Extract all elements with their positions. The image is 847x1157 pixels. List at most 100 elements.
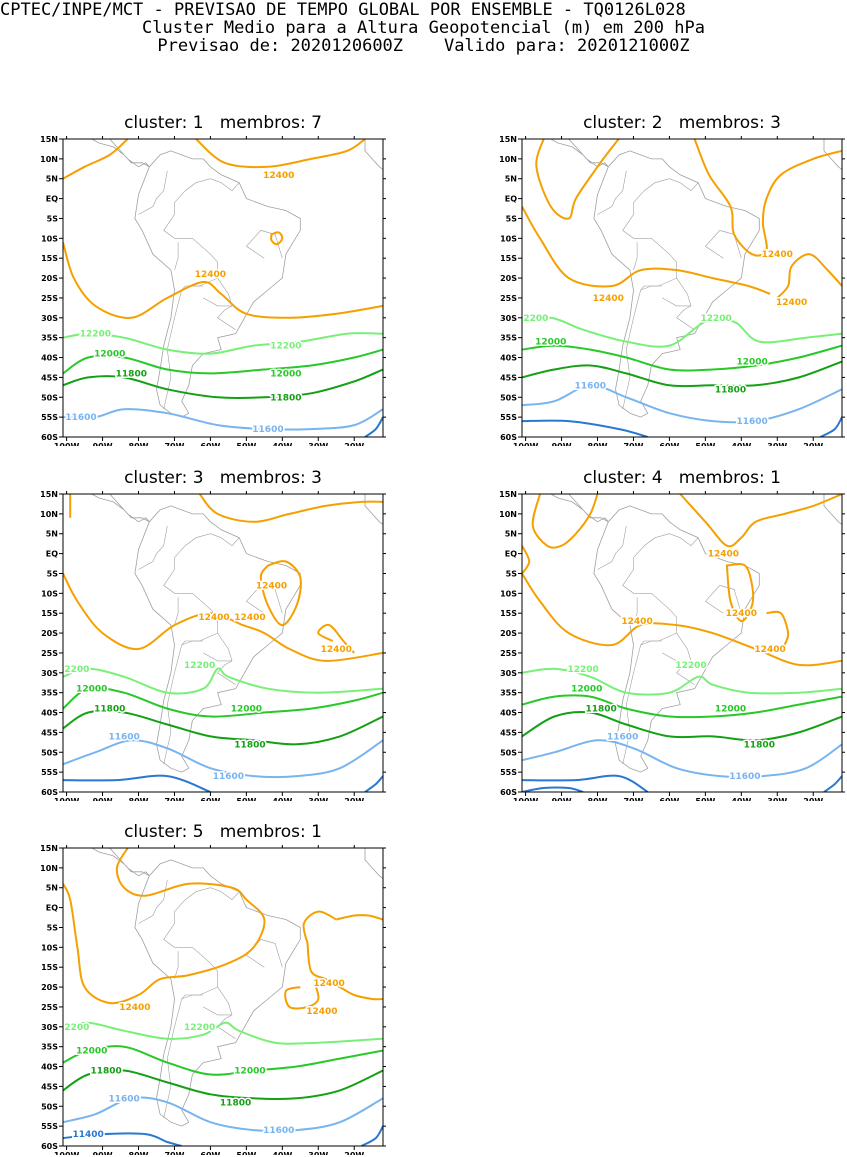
contour-label: 11600 — [736, 417, 767, 427]
contour-11400 — [522, 774, 649, 792]
country-border — [221, 182, 240, 192]
lon-tick-label: 80W — [129, 797, 149, 801]
contour-labels: 12400 12400 12400 12400 12200 12200 12000 12000… — [58, 580, 353, 784]
contour-11800 — [522, 360, 842, 388]
contour-label: 12200 — [675, 661, 706, 671]
contour-12200 — [63, 332, 383, 355]
country-border — [640, 640, 663, 646]
lat-tick-label: 10S — [41, 589, 58, 598]
lon-tick-label: 70W — [623, 797, 643, 801]
contour-11400 — [364, 775, 383, 792]
lat-tick-label: 30S — [500, 314, 517, 323]
country-border — [221, 537, 240, 547]
contour-label: 11800 — [585, 705, 616, 715]
contour-label: 12200 — [58, 1023, 89, 1033]
contour-12400 — [522, 572, 842, 667]
contour-11400 — [63, 774, 211, 792]
lat-tick-label: 20S — [41, 983, 58, 992]
axes: 15N 10N 5N EQ 5S 10S 15S 20S 25S 30S 35S 40S 45S 50S 5… — [40, 490, 386, 801]
africa-coast — [364, 139, 383, 180]
map-panel-1: 12400 12400 12200 12200 12000 12000 11800 11800… — [40, 135, 386, 446]
contour-label: 12400 — [119, 1003, 150, 1013]
contour-label: 12400 — [195, 270, 226, 280]
contour-label: 11800 — [744, 740, 775, 750]
lat-tick-label: EQ — [46, 904, 58, 913]
lat-tick-label: 40S — [41, 354, 58, 363]
lat-tick-label: 5N — [505, 530, 517, 539]
contour-label: 11600 — [252, 425, 283, 435]
lon-tick-label: 50W — [695, 442, 715, 446]
country-border — [245, 230, 283, 259]
south-america-coast — [593, 150, 760, 418]
lat-tick-label: 5S — [47, 214, 59, 223]
lat-tick-label: 10N — [499, 155, 517, 164]
contour-12400 — [766, 610, 790, 646]
lon-tick-label: 20W — [344, 1151, 364, 1155]
lat-tick-label: 15S — [41, 254, 58, 263]
lat-tick-label: 50S — [500, 393, 517, 402]
lon-tick-label: 50W — [236, 797, 256, 801]
lat-tick-label: 15N — [40, 135, 58, 144]
contour-12400 — [195, 139, 366, 169]
lat-tick-label: EQ — [46, 195, 58, 204]
lat-tick-label: EQ — [505, 195, 517, 204]
contour-label: 12000 — [571, 685, 602, 695]
country-border — [217, 986, 236, 1039]
contour-12400 — [522, 206, 771, 295]
lon-tick-label: 20W — [803, 442, 823, 446]
contours — [522, 494, 842, 792]
map-content: 12400 12400 12400 12200 12200 12000 12000 11800… — [58, 848, 383, 1146]
contour-label: 12200 — [58, 665, 89, 675]
panel-title-4: cluster: 4 membros: 1 — [583, 468, 781, 488]
lat-tick-label: 25S — [41, 1003, 58, 1012]
africa-coast — [364, 848, 383, 889]
lat-tick-label: 55S — [41, 768, 58, 777]
contour-label: 12000 — [736, 358, 767, 368]
contour-label: 11600 — [729, 772, 760, 782]
contour-label: 12400 — [198, 613, 229, 623]
contour-12400 — [693, 139, 842, 257]
lat-tick-label: 20S — [41, 629, 58, 638]
contour-11600 — [63, 739, 383, 779]
contour-label: 12400 — [313, 979, 344, 989]
lat-tick-label: 10S — [500, 589, 517, 598]
contour-12200 — [63, 667, 383, 695]
lon-tick-label: 50W — [695, 797, 715, 801]
contour-11800 — [63, 1069, 383, 1101]
country-border — [640, 285, 663, 291]
country-border — [704, 230, 742, 259]
country-border — [676, 277, 695, 330]
contour-11400 — [522, 786, 584, 792]
lon-tick-label: 20W — [803, 797, 823, 801]
lat-tick-label: 5S — [506, 569, 518, 578]
lat-tick-label: 40S — [500, 709, 517, 718]
lat-tick-label: 45S — [500, 728, 517, 737]
central-america-coast — [549, 494, 609, 523]
lat-tick-label: EQ — [505, 550, 517, 559]
lat-tick-label: 10S — [41, 943, 58, 952]
lat-tick-label: 25S — [500, 649, 517, 658]
contour-12400 — [63, 573, 383, 662]
contour-label: 11800 — [94, 705, 125, 715]
lon-tick-label: 60W — [659, 442, 679, 446]
lat-tick-label: 45S — [41, 728, 58, 737]
country-border — [203, 1006, 232, 1016]
contour-label: 11600 — [108, 732, 139, 742]
header-line-2: Cluster Medio para a Altura Geopotencial… — [142, 18, 705, 38]
contour-label: 12200 — [517, 314, 548, 324]
map-content: 12400 12400 12200 12200 12000 12000 11800 11800… — [63, 139, 383, 437]
contour-11400 — [63, 1132, 182, 1146]
lat-tick-label: 10N — [499, 510, 517, 519]
lat-tick-label: 10N — [40, 864, 58, 873]
lat-tick-label: 35S — [41, 334, 58, 343]
contour-12000 — [522, 344, 842, 372]
lat-tick-label: 30S — [41, 314, 58, 323]
panel-title-1: cluster: 1 membros: 7 — [124, 113, 322, 133]
country-border — [597, 170, 627, 215]
contour-11800 — [522, 711, 842, 742]
lat-tick-label: 20S — [41, 274, 58, 283]
lat-tick-label: 10S — [500, 234, 517, 243]
lat-tick-label: 5N — [505, 175, 517, 184]
contour-12400 — [522, 545, 531, 575]
lon-tick-label: 70W — [164, 1151, 184, 1155]
